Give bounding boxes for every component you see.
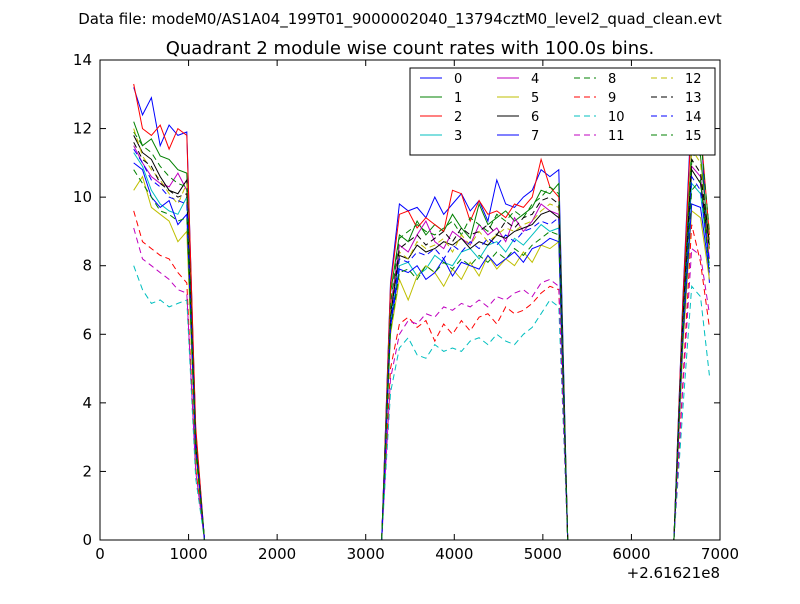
y-tick-label: 2 — [82, 462, 92, 480]
x-tick-label: 2000 — [258, 545, 296, 563]
y-tick-label: 4 — [82, 394, 92, 412]
legend-box — [409, 67, 716, 156]
series-line-10 — [133, 265, 710, 541]
x-tick-label: 0 — [95, 545, 105, 563]
x-tick-label: 7000 — [701, 545, 739, 563]
legend-label-1: 1 — [454, 91, 462, 106]
chart-suptitle: Data file: modeM0/AS1A04_199T01_90000020… — [78, 10, 722, 29]
legend-label-7: 7 — [531, 129, 539, 144]
legend-label-14: 14 — [685, 110, 702, 125]
legend-label-15: 15 — [685, 129, 702, 144]
y-tick-label: 14 — [73, 51, 92, 69]
y-tick-label: 8 — [82, 257, 92, 275]
y-tick-label: 0 — [82, 531, 92, 549]
x-tick-label: 1000 — [169, 545, 207, 563]
x-tick-label: 4000 — [435, 545, 473, 563]
x-axis-offset-label: +2.61621e8 — [627, 564, 720, 582]
plot-axes-frame — [99, 59, 721, 541]
legend-label-0: 0 — [454, 72, 462, 87]
chart-title: Quadrant 2 module wise count rates with … — [166, 38, 655, 59]
legend-label-9: 9 — [608, 91, 616, 106]
legend-label-11: 11 — [608, 129, 625, 144]
legend-label-2: 2 — [454, 110, 462, 125]
legend-label-13: 13 — [685, 91, 702, 106]
legend-label-3: 3 — [454, 129, 462, 144]
legend-label-6: 6 — [531, 110, 539, 125]
x-tick-label: 6000 — [612, 545, 650, 563]
legend-label-8: 8 — [608, 72, 616, 87]
x-tick-label: 3000 — [347, 545, 385, 563]
x-tick-label: 5000 — [524, 545, 562, 563]
legend-label-12: 12 — [685, 72, 702, 87]
y-tick-label: 10 — [73, 188, 92, 206]
legend-label-10: 10 — [608, 110, 625, 125]
y-tick-label: 6 — [82, 325, 92, 343]
y-tick-label: 12 — [73, 120, 92, 138]
legend-label-5: 5 — [531, 91, 539, 106]
legend-label-4: 4 — [531, 72, 539, 87]
